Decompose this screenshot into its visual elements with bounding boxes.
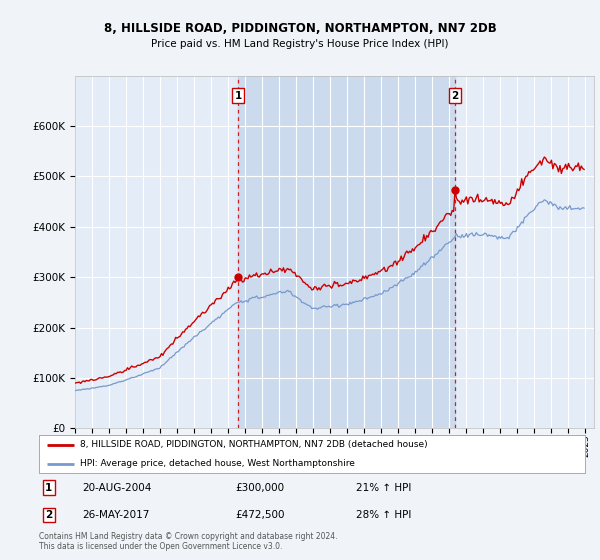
Bar: [238, 76, 455, 428]
Text: HPI: Average price, detached house, West Northamptonshire: HPI: Average price, detached house, West…: [80, 459, 355, 468]
Text: 8, HILLSIDE ROAD, PIDDINGTON, NORTHAMPTON, NN7 2DB (detached house): 8, HILLSIDE ROAD, PIDDINGTON, NORTHAMPTO…: [80, 440, 428, 449]
Text: £300,000: £300,000: [236, 483, 284, 493]
Text: £472,500: £472,500: [236, 510, 285, 520]
Text: 21% ↑ HPI: 21% ↑ HPI: [356, 483, 411, 493]
Text: Price paid vs. HM Land Registry's House Price Index (HPI): Price paid vs. HM Land Registry's House …: [151, 39, 449, 49]
Text: 2: 2: [451, 91, 458, 101]
Text: 20-AUG-2004: 20-AUG-2004: [83, 483, 152, 493]
Text: 8, HILLSIDE ROAD, PIDDINGTON, NORTHAMPTON, NN7 2DB: 8, HILLSIDE ROAD, PIDDINGTON, NORTHAMPTO…: [104, 22, 496, 35]
Text: 1: 1: [45, 483, 52, 493]
Text: 28% ↑ HPI: 28% ↑ HPI: [356, 510, 411, 520]
Text: 2: 2: [45, 510, 52, 520]
Text: 26-MAY-2017: 26-MAY-2017: [83, 510, 150, 520]
Text: Contains HM Land Registry data © Crown copyright and database right 2024.
This d: Contains HM Land Registry data © Crown c…: [39, 532, 337, 552]
Text: 1: 1: [235, 91, 242, 101]
